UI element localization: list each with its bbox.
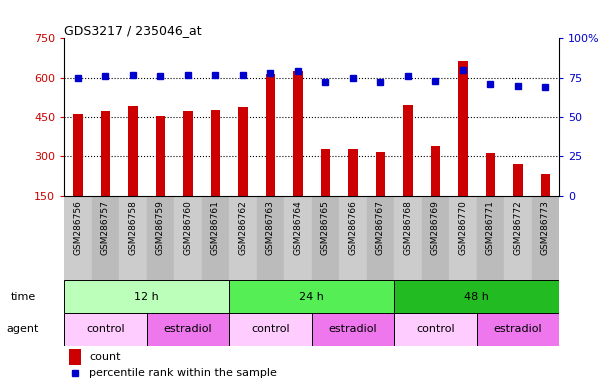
- Text: estradiol: estradiol: [494, 324, 542, 334]
- Bar: [119, 196, 147, 280]
- Text: GSM286760: GSM286760: [183, 200, 192, 255]
- Text: 24 h: 24 h: [299, 291, 324, 302]
- Text: GDS3217 / 235046_at: GDS3217 / 235046_at: [64, 24, 202, 37]
- Bar: [156, 116, 165, 196]
- Text: GSM286769: GSM286769: [431, 200, 440, 255]
- Text: percentile rank within the sample: percentile rank within the sample: [89, 368, 277, 378]
- Bar: [64, 196, 92, 280]
- Bar: [431, 146, 440, 196]
- Bar: [458, 61, 467, 196]
- Bar: [422, 196, 449, 280]
- Text: GSM286765: GSM286765: [321, 200, 330, 255]
- Bar: [486, 153, 495, 196]
- Text: agent: agent: [7, 324, 39, 334]
- Bar: [229, 313, 312, 346]
- Bar: [348, 149, 357, 196]
- Text: 48 h: 48 h: [464, 291, 489, 302]
- Bar: [403, 105, 412, 196]
- Bar: [312, 313, 394, 346]
- Text: GSM286766: GSM286766: [348, 200, 357, 255]
- Bar: [238, 107, 247, 196]
- Text: GSM286772: GSM286772: [513, 200, 522, 255]
- Bar: [376, 152, 385, 196]
- Bar: [532, 196, 559, 280]
- Bar: [284, 196, 312, 280]
- Text: estradiol: estradiol: [164, 324, 212, 334]
- Text: control: control: [251, 324, 290, 334]
- Bar: [257, 196, 284, 280]
- Bar: [128, 106, 137, 196]
- Bar: [449, 196, 477, 280]
- Bar: [293, 71, 302, 196]
- Bar: [73, 114, 82, 196]
- Text: GSM286768: GSM286768: [403, 200, 412, 255]
- Text: GSM286761: GSM286761: [211, 200, 220, 255]
- Bar: [147, 313, 229, 346]
- Text: estradiol: estradiol: [329, 324, 377, 334]
- Bar: [229, 280, 394, 313]
- Text: GSM286758: GSM286758: [128, 200, 137, 255]
- Text: GSM286771: GSM286771: [486, 200, 495, 255]
- Bar: [174, 196, 202, 280]
- Text: GSM286770: GSM286770: [458, 200, 467, 255]
- Text: GSM286757: GSM286757: [101, 200, 110, 255]
- Text: control: control: [86, 324, 125, 334]
- Bar: [64, 280, 229, 313]
- Text: 12 h: 12 h: [134, 291, 159, 302]
- Bar: [394, 196, 422, 280]
- Text: time: time: [10, 291, 35, 302]
- Bar: [64, 313, 147, 346]
- Bar: [477, 313, 559, 346]
- Bar: [229, 196, 257, 280]
- Text: GSM286764: GSM286764: [293, 200, 302, 255]
- Bar: [394, 313, 477, 346]
- Bar: [541, 174, 550, 196]
- Text: GSM286756: GSM286756: [73, 200, 82, 255]
- Bar: [367, 196, 394, 280]
- Bar: [321, 149, 330, 196]
- Bar: [513, 164, 522, 196]
- Bar: [92, 196, 119, 280]
- Bar: [477, 196, 504, 280]
- Text: GSM286762: GSM286762: [238, 200, 247, 255]
- Text: count: count: [89, 352, 120, 362]
- Bar: [147, 196, 174, 280]
- Text: GSM286773: GSM286773: [541, 200, 550, 255]
- Bar: [101, 111, 110, 196]
- Text: GSM286767: GSM286767: [376, 200, 385, 255]
- Text: control: control: [416, 324, 455, 334]
- Bar: [266, 74, 275, 196]
- Bar: [394, 280, 559, 313]
- Bar: [339, 196, 367, 280]
- Bar: [312, 196, 339, 280]
- Text: GSM286763: GSM286763: [266, 200, 275, 255]
- Bar: [69, 349, 81, 365]
- Bar: [183, 111, 192, 196]
- Bar: [211, 110, 220, 196]
- Bar: [202, 196, 229, 280]
- Bar: [504, 196, 532, 280]
- Text: GSM286759: GSM286759: [156, 200, 165, 255]
